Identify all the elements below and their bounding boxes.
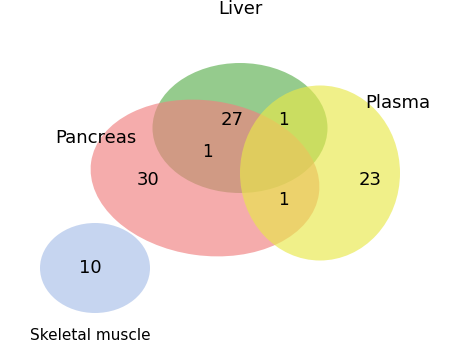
Ellipse shape <box>153 63 328 193</box>
Text: Skeletal muscle: Skeletal muscle <box>30 328 150 343</box>
Ellipse shape <box>40 223 150 313</box>
Text: 30: 30 <box>137 171 159 189</box>
Text: 10: 10 <box>79 259 101 277</box>
Text: 1: 1 <box>278 191 288 209</box>
Ellipse shape <box>91 100 319 256</box>
Ellipse shape <box>240 86 400 261</box>
Text: Plasma: Plasma <box>365 94 430 112</box>
Text: 27: 27 <box>220 111 244 129</box>
Text: Liver: Liver <box>218 0 262 18</box>
Text: 1: 1 <box>202 143 212 161</box>
Text: 1: 1 <box>278 111 288 129</box>
Text: 23: 23 <box>358 171 382 189</box>
Text: Pancreas: Pancreas <box>55 129 136 147</box>
